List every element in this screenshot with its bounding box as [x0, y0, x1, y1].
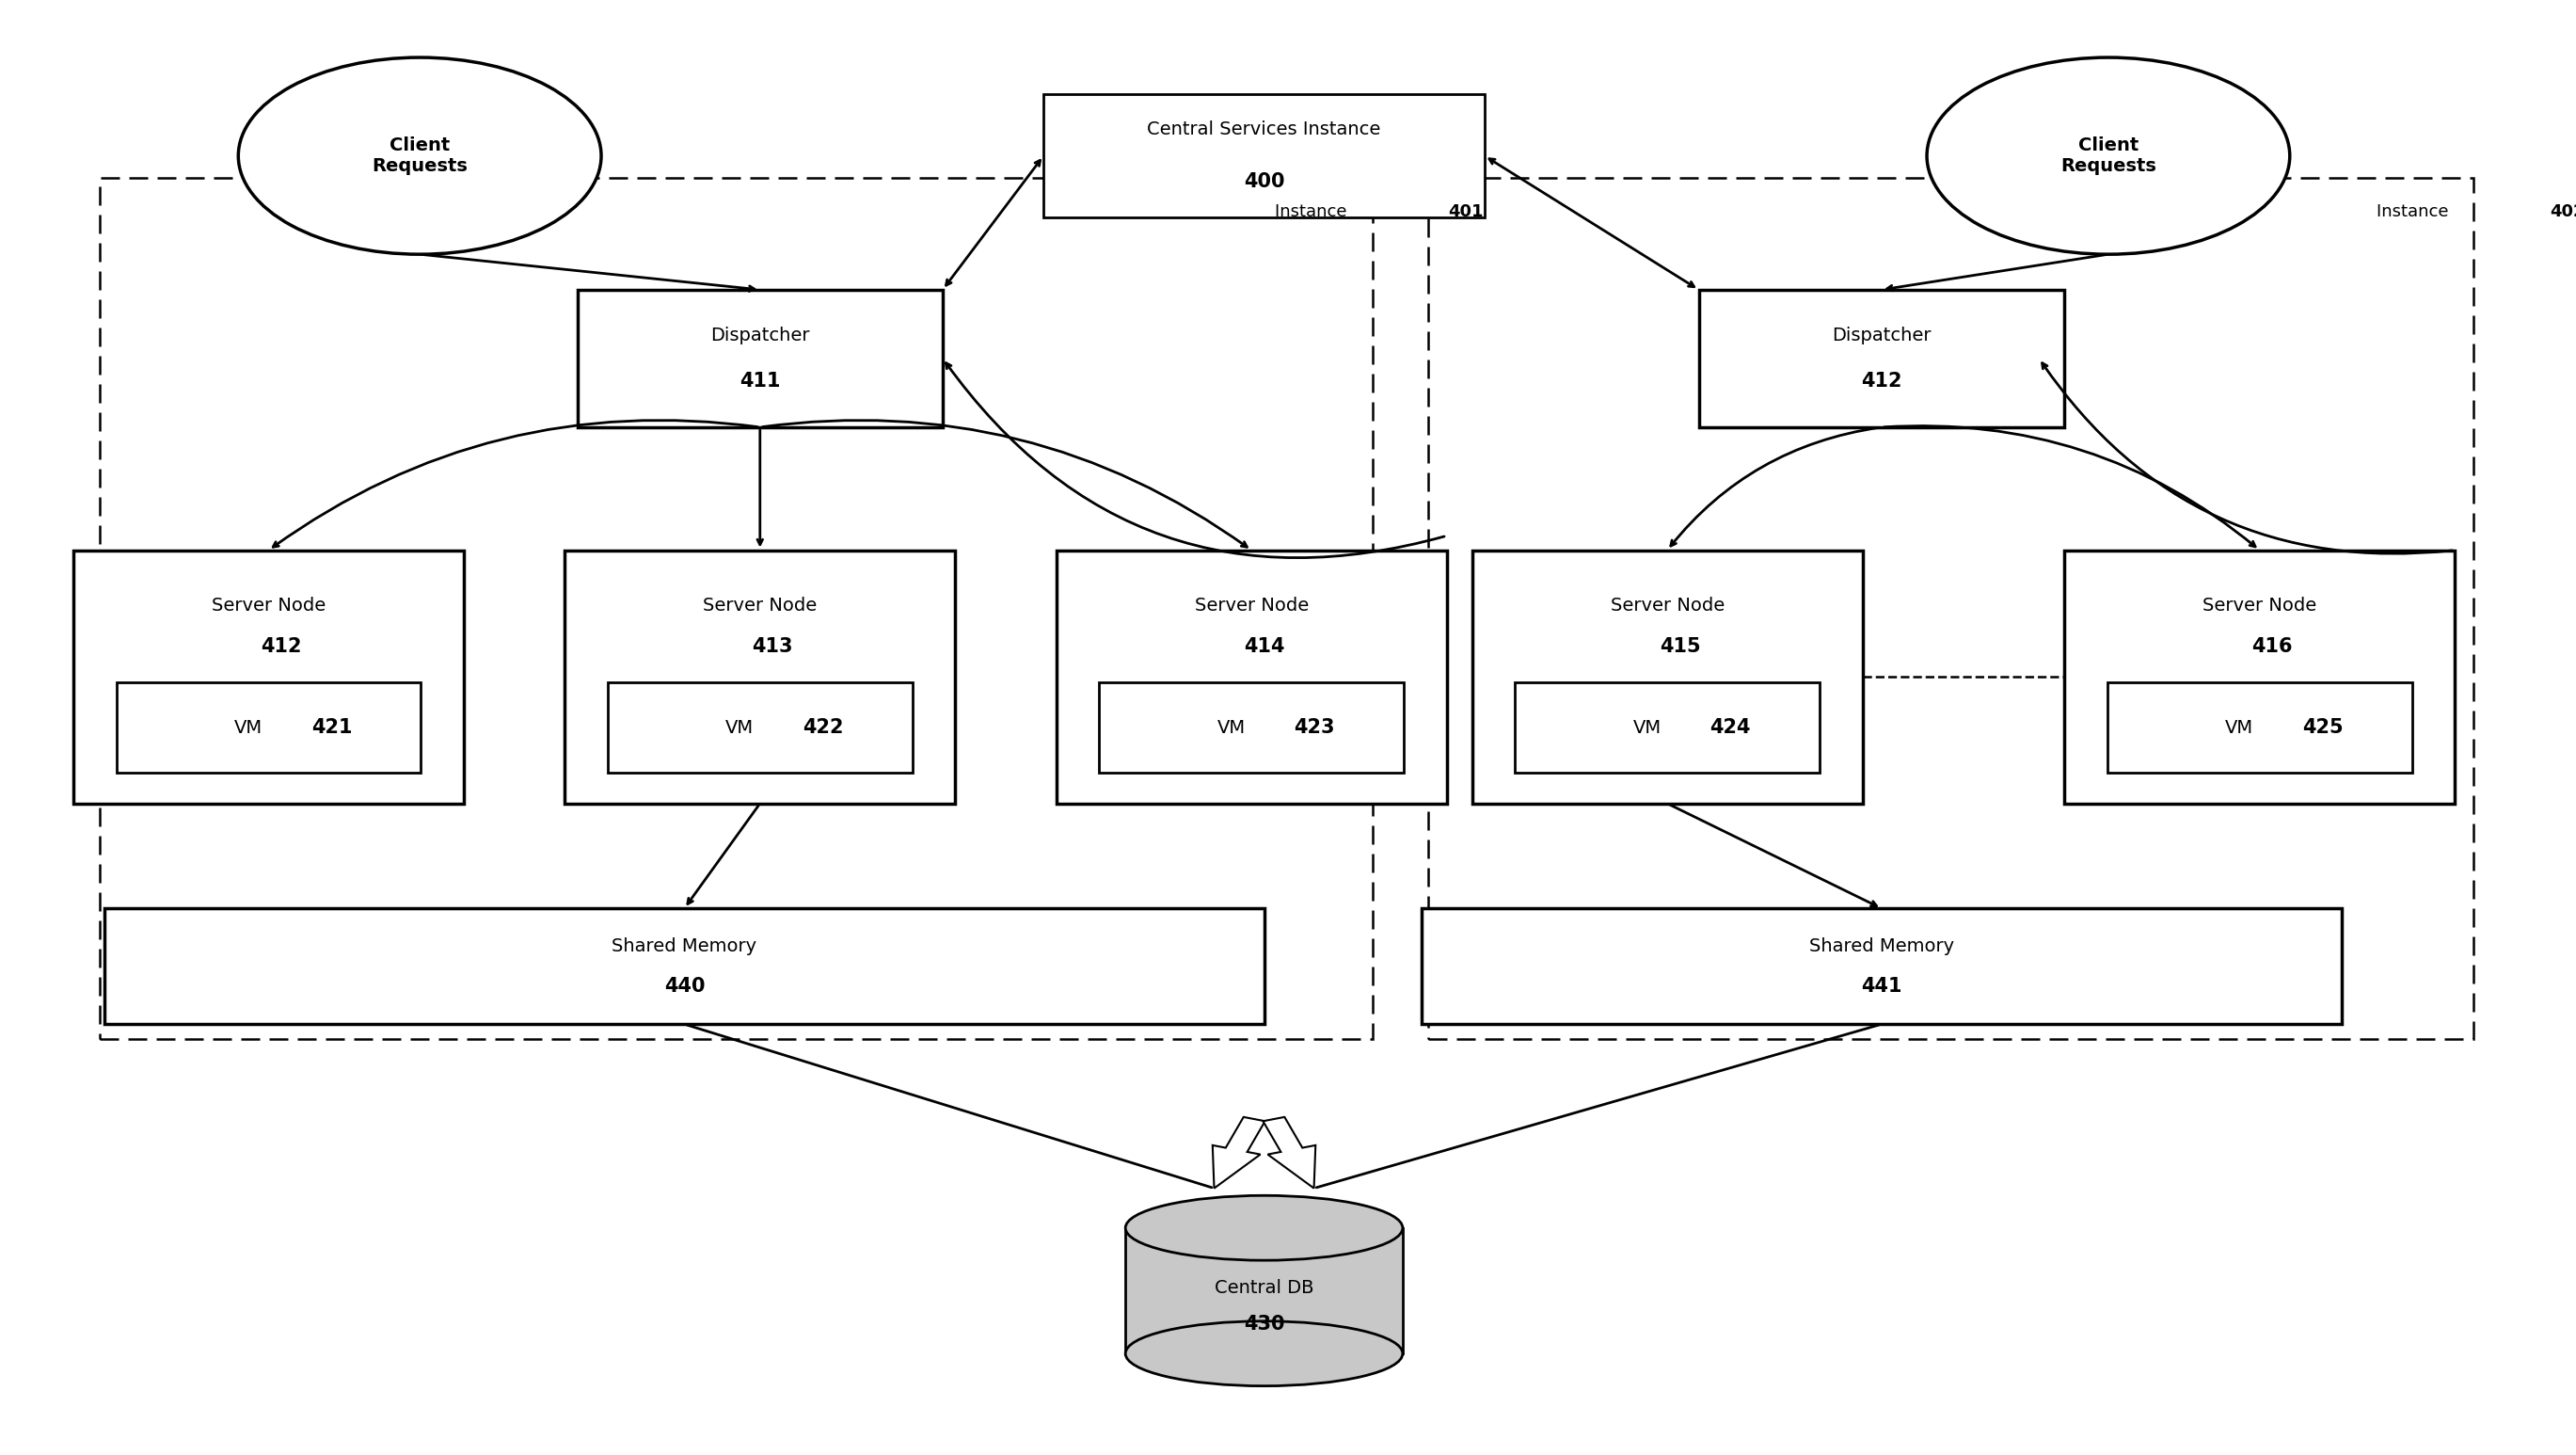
FancyBboxPatch shape — [1422, 908, 2342, 1024]
Ellipse shape — [240, 57, 600, 255]
Text: 425: 425 — [2303, 719, 2344, 736]
Text: VM: VM — [1216, 719, 1244, 736]
Text: Client
Requests: Client Requests — [2061, 137, 2156, 175]
Text: Dispatcher: Dispatcher — [711, 326, 809, 345]
Polygon shape — [1213, 1117, 1265, 1189]
Text: Central DB: Central DB — [1213, 1279, 1314, 1298]
Text: 440: 440 — [665, 978, 706, 997]
Text: 411: 411 — [739, 372, 781, 391]
Text: VM: VM — [726, 719, 755, 736]
Text: 402: 402 — [2550, 204, 2576, 221]
FancyBboxPatch shape — [2107, 682, 2411, 773]
Text: Dispatcher: Dispatcher — [1832, 326, 1932, 345]
Text: 412: 412 — [260, 637, 301, 656]
FancyBboxPatch shape — [1126, 1228, 1404, 1353]
Text: Server Node: Server Node — [703, 597, 817, 615]
Text: Instance: Instance — [1275, 204, 1352, 221]
Text: 415: 415 — [1659, 637, 1700, 656]
Text: Server Node: Server Node — [2202, 597, 2316, 615]
Text: 400: 400 — [1244, 173, 1285, 192]
Text: 416: 416 — [2251, 637, 2293, 656]
Text: VM: VM — [2226, 719, 2254, 736]
Text: 430: 430 — [1244, 1315, 1285, 1334]
FancyBboxPatch shape — [608, 682, 912, 773]
FancyBboxPatch shape — [1515, 682, 1819, 773]
FancyBboxPatch shape — [564, 550, 956, 803]
Text: Server Node: Server Node — [1195, 597, 1309, 615]
FancyBboxPatch shape — [1056, 550, 1448, 803]
Text: Instance: Instance — [2375, 204, 2452, 221]
FancyBboxPatch shape — [100, 178, 1373, 1039]
Text: Server Node: Server Node — [211, 597, 325, 615]
Text: 421: 421 — [312, 719, 353, 736]
Text: Shared Memory: Shared Memory — [613, 937, 757, 954]
Text: Central Services Instance: Central Services Instance — [1146, 121, 1381, 138]
Text: 424: 424 — [1710, 719, 1752, 736]
FancyBboxPatch shape — [1100, 682, 1404, 773]
Text: Client
Requests: Client Requests — [371, 137, 469, 175]
Text: 413: 413 — [752, 637, 793, 656]
FancyBboxPatch shape — [2063, 550, 2455, 803]
FancyBboxPatch shape — [1043, 95, 1484, 217]
Ellipse shape — [1126, 1196, 1404, 1260]
FancyBboxPatch shape — [72, 550, 464, 803]
FancyBboxPatch shape — [1427, 178, 2473, 1039]
Text: 423: 423 — [1293, 719, 1334, 736]
FancyBboxPatch shape — [106, 908, 1265, 1024]
Text: Server Node: Server Node — [1610, 597, 1723, 615]
Text: Shared Memory: Shared Memory — [1808, 937, 1955, 954]
Text: 401: 401 — [1448, 204, 1484, 221]
Ellipse shape — [1126, 1321, 1404, 1387]
Polygon shape — [1262, 1117, 1316, 1189]
FancyBboxPatch shape — [116, 682, 420, 773]
Text: VM: VM — [234, 719, 263, 736]
FancyBboxPatch shape — [577, 290, 943, 428]
FancyBboxPatch shape — [1471, 550, 1862, 803]
FancyBboxPatch shape — [1698, 290, 2063, 428]
Ellipse shape — [1927, 57, 2290, 255]
Text: 412: 412 — [1860, 372, 1901, 391]
Text: VM: VM — [1633, 719, 1662, 736]
Text: 422: 422 — [804, 719, 842, 736]
Text: 414: 414 — [1244, 637, 1285, 656]
Text: 441: 441 — [1860, 978, 1901, 997]
